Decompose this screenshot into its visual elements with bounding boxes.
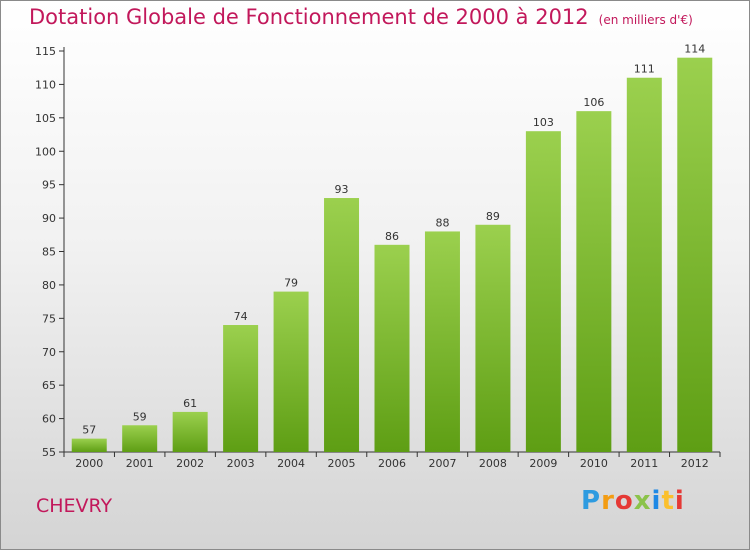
y-tick-label: 105 (35, 112, 56, 125)
x-tick-label: 2005 (328, 457, 356, 470)
logo-letter: i (651, 486, 662, 516)
proxiti-logo: Proxiti (581, 486, 685, 516)
bar-2005 (324, 198, 360, 452)
bar-value-label: 89 (486, 210, 500, 223)
chart-bars (71, 57, 713, 453)
y-tick-label: 95 (42, 179, 56, 192)
bar-2000 (71, 438, 107, 452)
bar-2012 (677, 57, 713, 452)
logo-letter: t (661, 486, 675, 516)
y-tick-label: 75 (42, 312, 56, 325)
bar-2004 (273, 291, 309, 452)
y-tick-label: 100 (35, 145, 56, 158)
x-tick-label: 2010 (580, 457, 608, 470)
x-tick-label: 2011 (630, 457, 658, 470)
logo-letter: i (674, 486, 685, 516)
bar-value-label: 61 (183, 397, 197, 410)
y-tick-label: 90 (42, 212, 56, 225)
logo-letter: r (601, 486, 615, 516)
bar-2002 (172, 411, 208, 452)
y-tick-label: 55 (42, 446, 56, 459)
bar-value-label: 103 (533, 116, 554, 129)
x-tick-label: 2004 (277, 457, 305, 470)
x-tick-label: 2002 (176, 457, 204, 470)
y-tick-label: 85 (42, 246, 56, 259)
x-tick-label: 2009 (529, 457, 557, 470)
y-tick-label: 115 (35, 45, 56, 58)
y-tick-label: 70 (42, 346, 56, 359)
logo-letter: P (581, 486, 602, 516)
bar-value-label: 79 (284, 277, 298, 290)
y-tick-label: 110 (35, 78, 56, 91)
y-tick-label: 80 (42, 279, 56, 292)
bar-value-label: 74 (234, 310, 248, 323)
y-tick-label: 60 (42, 413, 56, 426)
bar-2003 (223, 325, 259, 452)
x-tick-label: 2000 (75, 457, 103, 470)
bar-value-label: 59 (133, 410, 147, 423)
bar-2006 (374, 244, 410, 452)
bar-value-label: 88 (435, 216, 449, 229)
y-tick-label: 65 (42, 379, 56, 392)
chart-labels: 2000 57 2001 59 2002 61 2003 74 2004 79 2005 93 2006… (75, 43, 709, 470)
bar-2009 (525, 131, 561, 452)
bar-value-label: 106 (583, 96, 604, 109)
x-tick-label: 2001 (126, 457, 154, 470)
x-tick-label: 2008 (479, 457, 507, 470)
chart-axes: 55 60 65 70 75 80 85 90 95 100 105 110 115 (35, 45, 721, 459)
x-tick-label: 2006 (378, 457, 406, 470)
bar-value-label: 86 (385, 230, 399, 243)
bar-2007 (424, 231, 460, 452)
x-tick-label: 2012 (681, 457, 709, 470)
bar-2008 (475, 224, 511, 452)
bar-value-label: 93 (335, 183, 349, 196)
bar-value-label: 114 (684, 43, 705, 56)
chart-title: Dotation Globale de Fonctionnement de 20… (29, 5, 693, 29)
town-name: CHEVRY (36, 495, 113, 517)
bar-2001 (122, 425, 158, 452)
bar-value-label: 57 (82, 424, 96, 437)
x-tick-label: 2003 (227, 457, 255, 470)
bar-2010 (576, 111, 612, 453)
chart-title-text: Dotation Globale de Fonctionnement de 20… (29, 5, 589, 29)
bar-2011 (626, 77, 662, 452)
chart-subtitle: (en milliers d'€) (598, 13, 693, 27)
logo-letter: x (633, 486, 652, 516)
x-tick-label: 2007 (428, 457, 456, 470)
bar-value-label: 111 (634, 63, 655, 76)
logo-letter: o (614, 486, 634, 516)
